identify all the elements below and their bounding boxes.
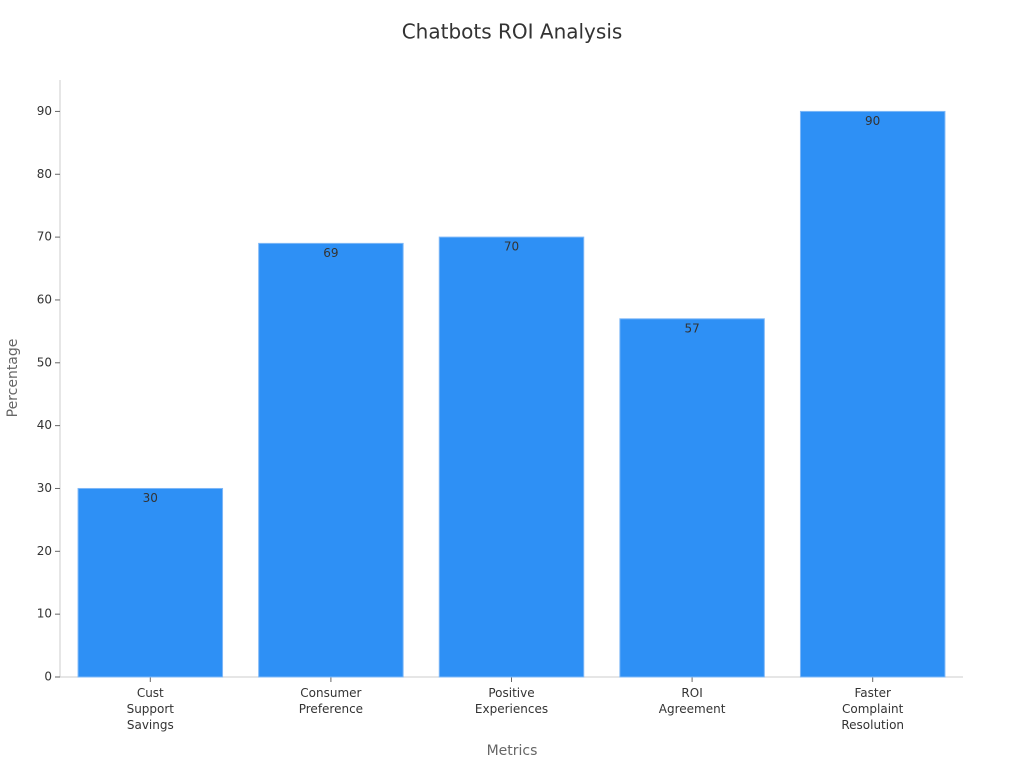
value-label: 69: [323, 246, 338, 260]
x-tick-label: ROI Agreement: [658, 686, 726, 716]
bar: [258, 242, 404, 678]
y-tick-label: 90: [37, 104, 52, 118]
x-axis-label: Metrics: [487, 743, 538, 759]
bar: [438, 236, 585, 678]
value-label: 57: [684, 321, 699, 335]
y-tick-label: 20: [37, 544, 52, 558]
value-label: 90: [865, 114, 880, 128]
value-label: 70: [504, 240, 519, 254]
bar: [799, 110, 946, 678]
value-label: 30: [143, 491, 158, 505]
chart-title: Chatbots ROI Analysis: [402, 20, 623, 44]
x-tick-label: Faster Complaint Resolution: [841, 686, 905, 732]
y-tick-label: 30: [37, 481, 52, 495]
x-tick-label: Positive Experiences: [474, 686, 549, 716]
x-tick-label: Cust Support Savings: [126, 686, 175, 732]
y-tick-label: 0: [44, 670, 52, 684]
y-tick-label: 50: [37, 355, 52, 369]
y-axis-label: Percentage: [5, 339, 21, 418]
y-tick-label: 10: [37, 607, 52, 621]
y-tick-label: 80: [37, 167, 52, 181]
bar: [619, 318, 765, 678]
y-tick-label: 70: [37, 230, 52, 244]
x-tick-label: Consumer Preference: [298, 686, 364, 716]
y-tick-label: 60: [37, 292, 52, 306]
bar: [77, 487, 224, 678]
y-tick-label: 40: [37, 418, 52, 432]
